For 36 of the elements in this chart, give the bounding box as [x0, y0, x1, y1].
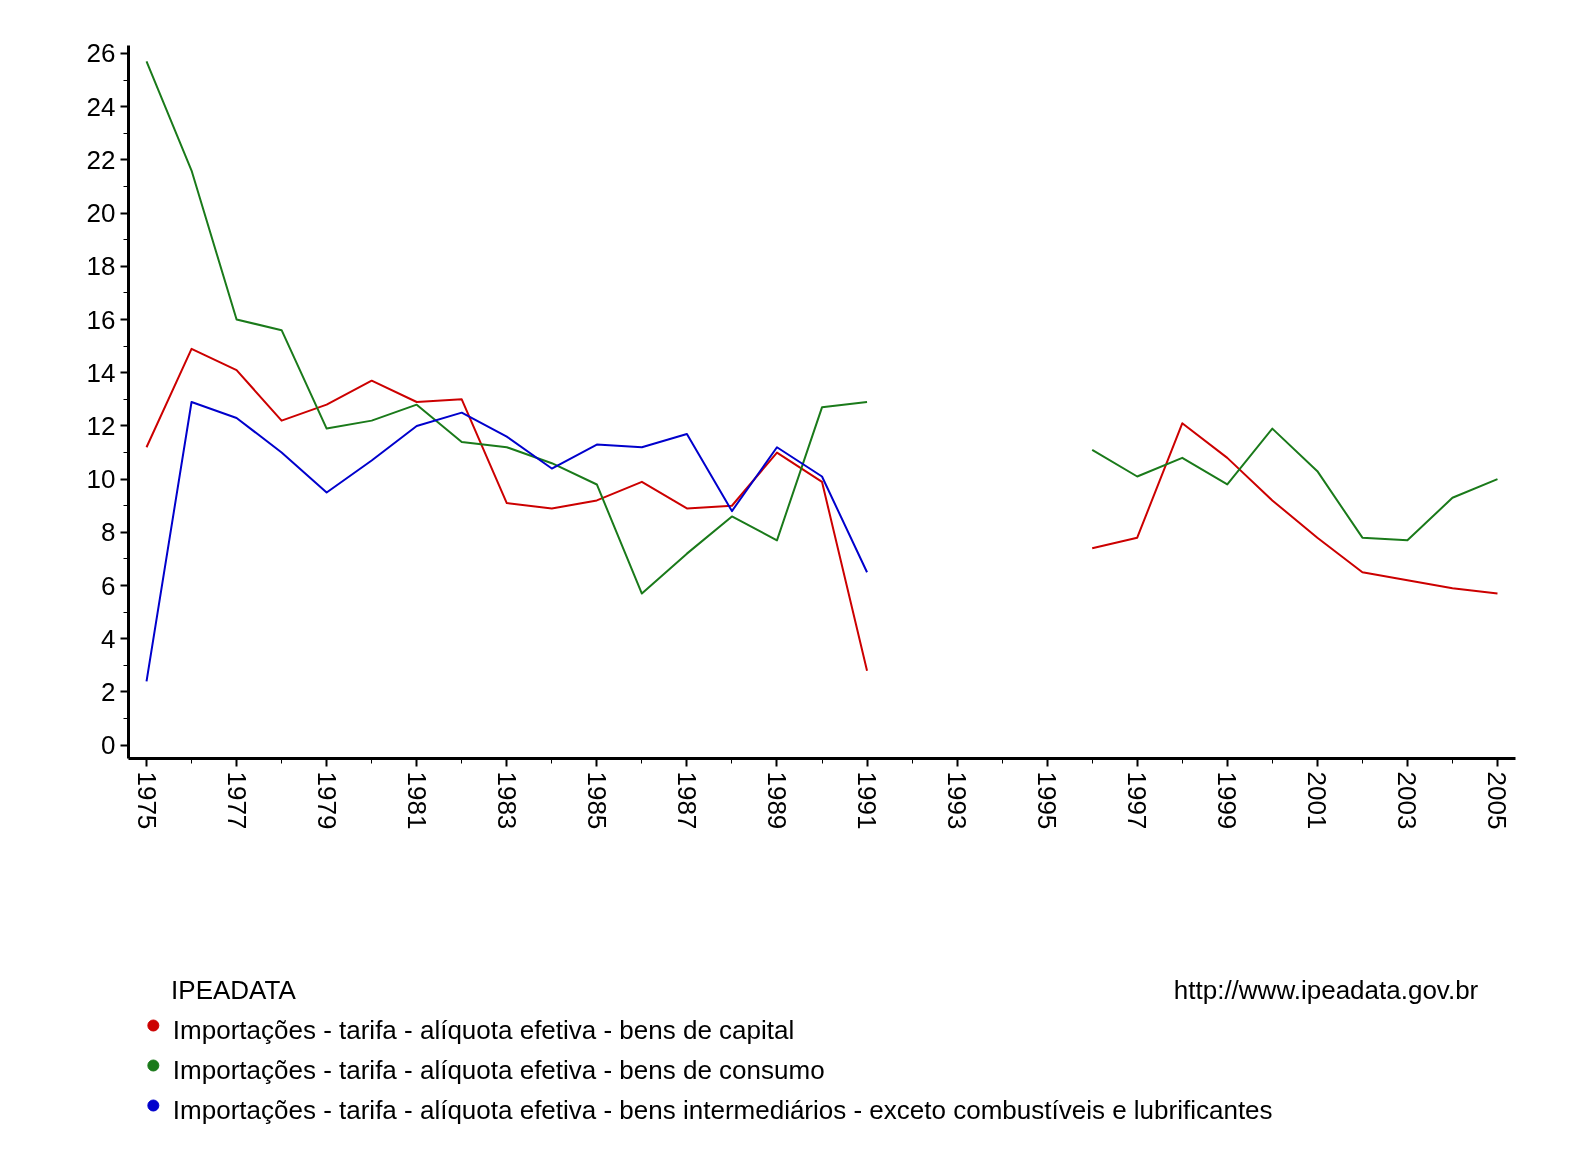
- x-tick-label: 1991: [852, 771, 883, 830]
- y-tick-label: 22: [86, 144, 116, 175]
- x-tick-label: 2005: [1482, 771, 1513, 830]
- x-tick-label: 2001: [1302, 771, 1333, 830]
- y-tick-label: 6: [101, 570, 116, 601]
- x-tick-label: 1989: [761, 771, 792, 830]
- legend-label: Importações - tarifa - alíquota efetiva - bens de capital: [172, 1014, 795, 1045]
- y-tick-label: 24: [86, 91, 116, 122]
- legend-label: Importações - tarifa - alíquota efetiva - bens intermediários - exceto combustíveis e lubrificantes: [172, 1094, 1273, 1125]
- y-tick-label: 10: [86, 464, 116, 495]
- x-tick-label: 1975: [131, 771, 162, 830]
- legend-label: Importações - tarifa - alíquota efetiva - bens de consumo: [172, 1054, 825, 1085]
- y-tick-label: 2: [101, 676, 116, 707]
- x-tick-label: 1981: [401, 771, 432, 830]
- y-tick-label: 4: [101, 623, 116, 654]
- x-tick-label: 1999: [1212, 771, 1243, 830]
- y-tick-label: 14: [86, 357, 116, 388]
- x-tick-label: 1983: [491, 771, 522, 830]
- x-tick-label: 1987: [671, 771, 702, 830]
- x-tick-label: 1979: [311, 771, 342, 830]
- y-tick-label: 26: [86, 38, 116, 69]
- line-series: [145, 401, 869, 683]
- y-tick-label: 0: [101, 730, 116, 761]
- legend-title: IPEADATA: [171, 974, 297, 1005]
- x-tick-label: 1993: [942, 771, 973, 830]
- x-tick-label: 1985: [581, 771, 612, 830]
- y-tick-label: 12: [86, 410, 116, 441]
- text: http://www.ipeadata.gov.br: [1173, 974, 1479, 1005]
- x-tick-label: 1995: [1032, 771, 1063, 830]
- y-tick-label: 20: [86, 198, 116, 229]
- x-tick-label: 1997: [1122, 771, 1153, 830]
- y-tick-label: 16: [86, 304, 116, 335]
- x-tick-label: 2003: [1392, 771, 1423, 830]
- x-tick-label: 1977: [221, 771, 252, 830]
- y-tick-label: 8: [101, 517, 116, 548]
- y-tick-label: 18: [86, 251, 116, 282]
